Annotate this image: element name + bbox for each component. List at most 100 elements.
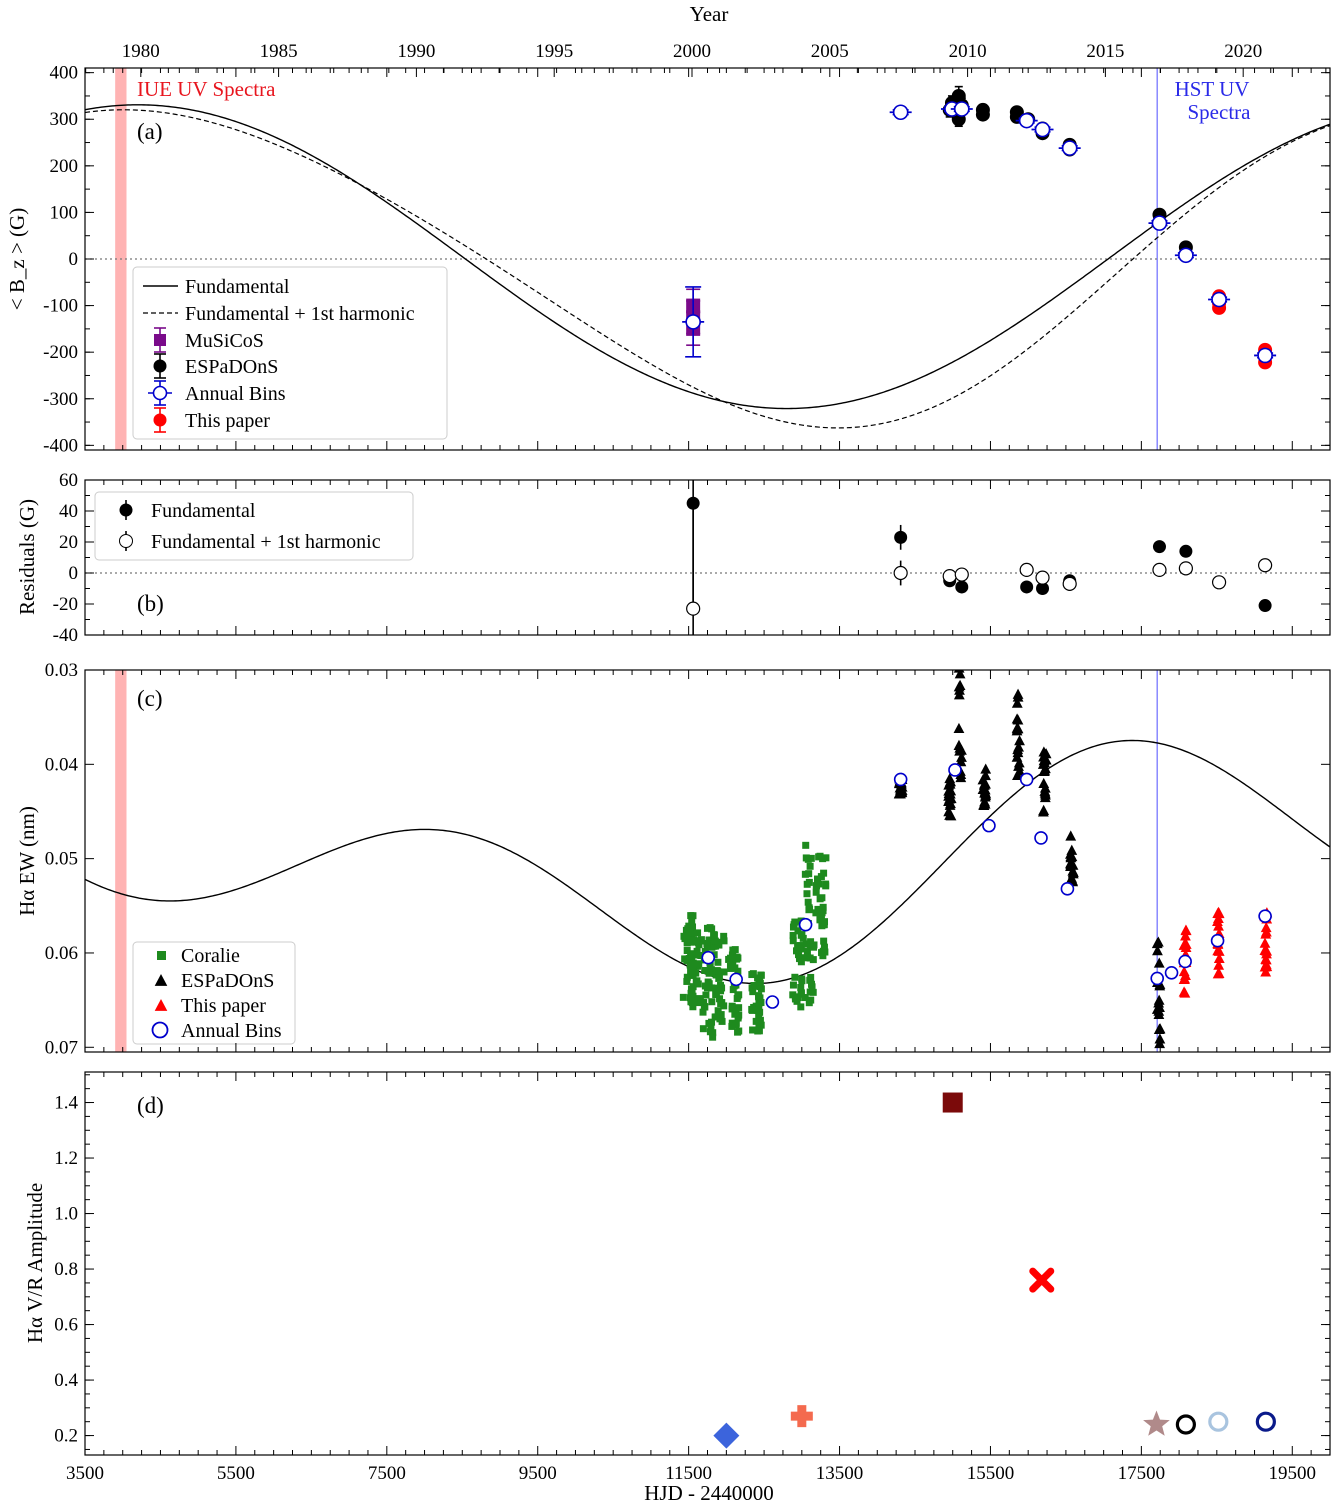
coralie-point [801, 954, 809, 962]
coralie-point [715, 974, 723, 982]
panel-b: (b) 60 40 20 0 -20 -40 Fundamental Fundamental +… [15, 470, 1331, 646]
annual-bin-point [982, 818, 996, 833]
coralie-point [733, 955, 741, 963]
y-tick-label: 0 [69, 249, 79, 270]
espadons-point [977, 774, 989, 785]
year-tick-label: 2000 [673, 41, 711, 62]
coralie-point [796, 945, 804, 953]
plot-area-c [85, 670, 1330, 1052]
legend-label: Fundamental + 1st harmonic [185, 303, 415, 325]
coralie-point [688, 989, 696, 997]
iue-band [115, 670, 127, 1052]
coralie-point [703, 939, 711, 947]
coralie-point [684, 933, 692, 941]
harmonic-residual-point [942, 568, 957, 584]
y-tick-label: -200 [43, 342, 78, 363]
coralie-point [708, 984, 716, 992]
y-tick-label: 200 [50, 156, 79, 177]
coralie-point [795, 951, 803, 959]
this-paper-point [1261, 960, 1273, 972]
coralie-point [801, 994, 809, 1002]
annual-bin-point [1151, 215, 1168, 231]
panel-d: (d) 0.2 0.4 0.6 0.8 1.0 1.2 1.4 3500 5500 7500 9500… [23, 1071, 1331, 1484]
x-tick-label: 7500 [368, 1463, 406, 1484]
espadons-point [1040, 754, 1052, 765]
coralie-point [797, 990, 805, 998]
y-axis-label-c: Hα EW (nm) [15, 806, 39, 916]
legend-box [132, 941, 296, 1045]
y-tick-label: 0.05 [45, 849, 78, 870]
annual-bin-point [1034, 831, 1048, 845]
annual-bin-point [1211, 291, 1227, 308]
coralie-point [755, 992, 763, 1000]
y-tick-label: 100 [50, 202, 79, 223]
espadons-point [1038, 746, 1050, 757]
coralie-point [707, 1024, 715, 1032]
y-axis-label-d: Hα V/R Amplitude [23, 1183, 47, 1343]
espadons-point [1066, 872, 1078, 883]
coralie-point [708, 998, 716, 1006]
coralie-point [700, 999, 708, 1007]
coralie-point [720, 932, 728, 940]
espadons-point [1152, 945, 1163, 956]
legend-box [132, 266, 448, 440]
espadons-point [1039, 785, 1051, 796]
legend-box [94, 491, 414, 561]
y-tick-label: -20 [53, 594, 78, 615]
legend-label: Fundamental [151, 500, 256, 522]
coralie-point [805, 999, 813, 1007]
espadons-point [1153, 994, 1165, 1005]
harmonic-residual-point [686, 601, 701, 616]
annual-bin-point [892, 104, 909, 121]
coralie-point [809, 988, 817, 996]
coralie-point [726, 954, 734, 962]
coralie-point [821, 948, 829, 956]
annual-bin-point [1018, 112, 1035, 129]
legend-a: Fundamental Fundamental + 1st harmonic MuS… [132, 266, 448, 440]
fundamental-residual-point [1036, 582, 1050, 595]
coralie-point [816, 915, 824, 923]
espadons-point [1066, 850, 1078, 862]
annual-bin-point [893, 772, 908, 787]
y-axis-label-b: Residuals (G) [15, 499, 39, 615]
espadons-point [1159, 1051, 1160, 1052]
coralie-point [812, 909, 820, 917]
legend-label: Coralie [181, 945, 240, 967]
panel-label: (d) [137, 1093, 164, 1118]
legend-harmonic-marker [119, 534, 133, 548]
y-tick-label: 40 [59, 501, 78, 522]
coralie-point [717, 987, 725, 995]
this-paper-point [1212, 907, 1224, 918]
coralie-point [809, 956, 817, 964]
coralie-point [820, 943, 828, 951]
vr-x-point [1029, 1267, 1055, 1293]
coralie-point [683, 957, 691, 965]
annual-bin-point [1258, 909, 1272, 923]
harmonic-residual-point [1152, 562, 1167, 578]
vr-star-point [1143, 1410, 1170, 1436]
annual-bin-point [1178, 247, 1194, 264]
coralie-point [797, 1003, 805, 1011]
coralie-point [749, 1026, 757, 1034]
coralie-point [712, 984, 720, 992]
year-tick-label: 1995 [535, 41, 573, 62]
y-tick-label: 0.07 [45, 1037, 78, 1058]
vr-ring-point [1208, 1411, 1229, 1432]
x-tick-label: 5500 [217, 1463, 255, 1484]
legend-espadons-marker [153, 359, 167, 373]
coralie-point [735, 991, 743, 999]
coralie-point [799, 934, 807, 942]
vr-plus-point [797, 1405, 807, 1428]
legend-coralie-marker [157, 951, 166, 960]
this-paper-point [1180, 930, 1191, 941]
coralie-point [803, 880, 811, 888]
panel-label: (b) [137, 591, 164, 616]
coralie-point [812, 888, 820, 896]
legend-label: This paper [181, 995, 266, 1017]
coralie-point [697, 951, 705, 959]
coralie-point [712, 988, 720, 996]
coralie-point [687, 997, 695, 1005]
coralie-point [694, 929, 702, 937]
coralie-point [729, 986, 737, 994]
